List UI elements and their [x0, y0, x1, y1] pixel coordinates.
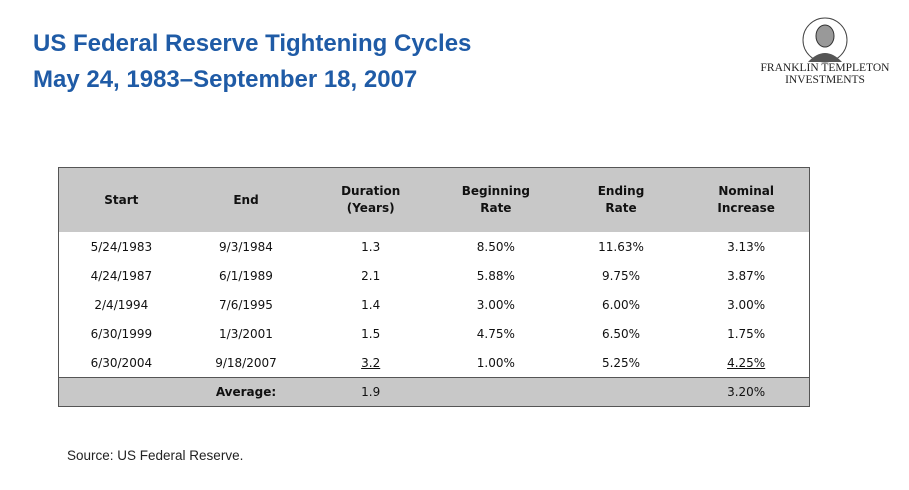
header-cell: Beginning Rate: [433, 167, 559, 232]
cell: 3.2: [308, 348, 433, 378]
cell-text: 3.00%: [727, 297, 766, 312]
cell: 5.25%: [559, 348, 684, 378]
cell: 3.00%: [683, 290, 809, 319]
table-row: 6/30/2004 9/18/2007 3.2 1.00% 5.25% 4.25%: [59, 348, 810, 378]
cell-text: 9.75%: [601, 268, 641, 283]
cell-text: 9/3/1984: [219, 239, 273, 254]
cell: [58, 377, 184, 407]
logo-line: INVESTMENTS: [785, 74, 865, 86]
data-table: Start End Duration (Years) Beginning Rate Endi…: [58, 167, 810, 407]
cell: 6.50%: [559, 319, 684, 348]
cell-text: 1/3/2001: [219, 326, 273, 341]
cell: 1.5: [308, 319, 433, 348]
cell: 3.13%: [683, 232, 809, 261]
cell: 11.63%: [559, 232, 684, 261]
cell: 1.00%: [433, 348, 559, 378]
source-note: Source: US Federal Reserve.: [67, 448, 244, 463]
cell-text: 3.87%: [727, 268, 766, 283]
cell: 4/24/1987: [59, 261, 184, 290]
header-line: Nominal: [718, 184, 774, 198]
cell-text: 1.5: [361, 326, 381, 341]
cell: 5.88%: [433, 261, 559, 290]
header-cell: Nominal Increase: [683, 167, 810, 232]
cell-text: 3.00%: [476, 297, 515, 312]
cell: 3.87%: [683, 261, 809, 290]
cell: 5/24/1983: [59, 232, 184, 261]
table-row: 6/30/1999 1/3/2001 1.5 4.75% 6.50% 1.75%: [59, 319, 810, 348]
table-row: 2/4/1994 7/6/1995 1.4 3.00% 6.00% 3.00%: [59, 290, 810, 319]
cell: 1.4: [308, 290, 433, 319]
cell: 6.00%: [559, 290, 684, 319]
header-row: Start End Duration (Years) Beginning Rate Endi…: [58, 167, 810, 232]
cell-text: 5/24/1983: [90, 239, 153, 254]
cell-text: 11.63%: [598, 239, 644, 254]
cell: 6/30/1999: [59, 319, 184, 348]
average-duration: 1.9: [308, 377, 433, 407]
cell-text: 6.50%: [601, 326, 641, 341]
cell: [433, 377, 559, 407]
cell-text: 7/6/1995: [219, 297, 273, 312]
average-row: Average: 1.9 3.20%: [58, 377, 810, 407]
cell: 4.25%: [683, 348, 809, 378]
cell: 9.75%: [559, 261, 684, 290]
cell-text: 4.75%: [476, 326, 515, 341]
cell-text: 4.25%: [727, 355, 766, 370]
cell: 9/3/1984: [184, 232, 309, 261]
table-row: 5/24/1983 9/3/1984 1.3 8.50% 11.63% 3.13%: [59, 232, 810, 261]
cell-text: 1.3: [361, 239, 381, 254]
logo-text: FRANKLIN TEMPLETON INVESTMENTS: [745, 62, 905, 86]
average-increase: 3.20%: [683, 377, 810, 407]
cell: 6/30/2004: [59, 348, 184, 378]
cell: 2.1: [308, 261, 433, 290]
cell-text: 1.4: [361, 297, 381, 312]
header-line: Ending: [597, 184, 645, 198]
cell-text: 1.75%: [727, 326, 766, 341]
cell: 1/3/2001: [184, 319, 309, 348]
subtitle: May 24, 1983–September 18, 2007: [33, 66, 418, 93]
header-line: End: [233, 192, 259, 207]
header-line: Rate: [480, 201, 512, 215]
logo-line: FRANKLIN TEMPLETON: [760, 62, 890, 74]
cell: 2/4/1994: [59, 290, 184, 319]
header-line: (Years): [346, 201, 395, 215]
cell-text: 3.13%: [727, 239, 766, 254]
cell: 1.3: [308, 232, 433, 261]
header-line: Start: [104, 192, 139, 207]
cell-text: 5.88%: [476, 268, 515, 283]
cell: 8.50%: [433, 232, 559, 261]
cell-text: 3.2: [361, 355, 381, 370]
header-cell: Start: [58, 167, 184, 232]
cell-text: 2/4/1994: [94, 297, 149, 312]
cell: [558, 377, 684, 407]
cell-text: 4/24/1987: [90, 268, 153, 283]
cell: 9/18/2007: [184, 348, 309, 378]
header-cell: Ending Rate: [558, 167, 684, 232]
cell: 1.75%: [683, 319, 809, 348]
cell-text: 6/30/2004: [90, 355, 153, 370]
header-line: Duration: [341, 184, 401, 198]
cell-text: 2.1: [361, 268, 381, 283]
cell-text: 1.00%: [476, 355, 515, 370]
cell: 7/6/1995: [184, 290, 309, 319]
average-label: Average:: [183, 377, 309, 407]
cell: 3.00%: [433, 290, 559, 319]
header-line: Beginning: [461, 184, 531, 198]
header-line: Rate: [605, 201, 637, 215]
cell: 4.75%: [433, 319, 559, 348]
cell-text: 6/1/1989: [219, 268, 273, 283]
cell-text: 5.25%: [601, 355, 641, 370]
header-cell: End: [183, 167, 309, 232]
cell: 6/1/1989: [184, 261, 309, 290]
cell-text: 6.00%: [601, 297, 641, 312]
title: US Federal Reserve Tightening Cycles: [33, 30, 472, 57]
cell-text: 8.50%: [476, 239, 515, 254]
logo-portrait: [802, 17, 848, 63]
cell-text: 6/30/1999: [90, 326, 153, 341]
header-cell: Duration (Years): [308, 167, 433, 232]
header-line: Increase: [717, 201, 775, 215]
table-row: 4/24/1987 6/1/1989 2.1 5.88% 9.75% 3.87%: [59, 261, 810, 290]
cell-text: 9/18/2007: [215, 355, 277, 370]
